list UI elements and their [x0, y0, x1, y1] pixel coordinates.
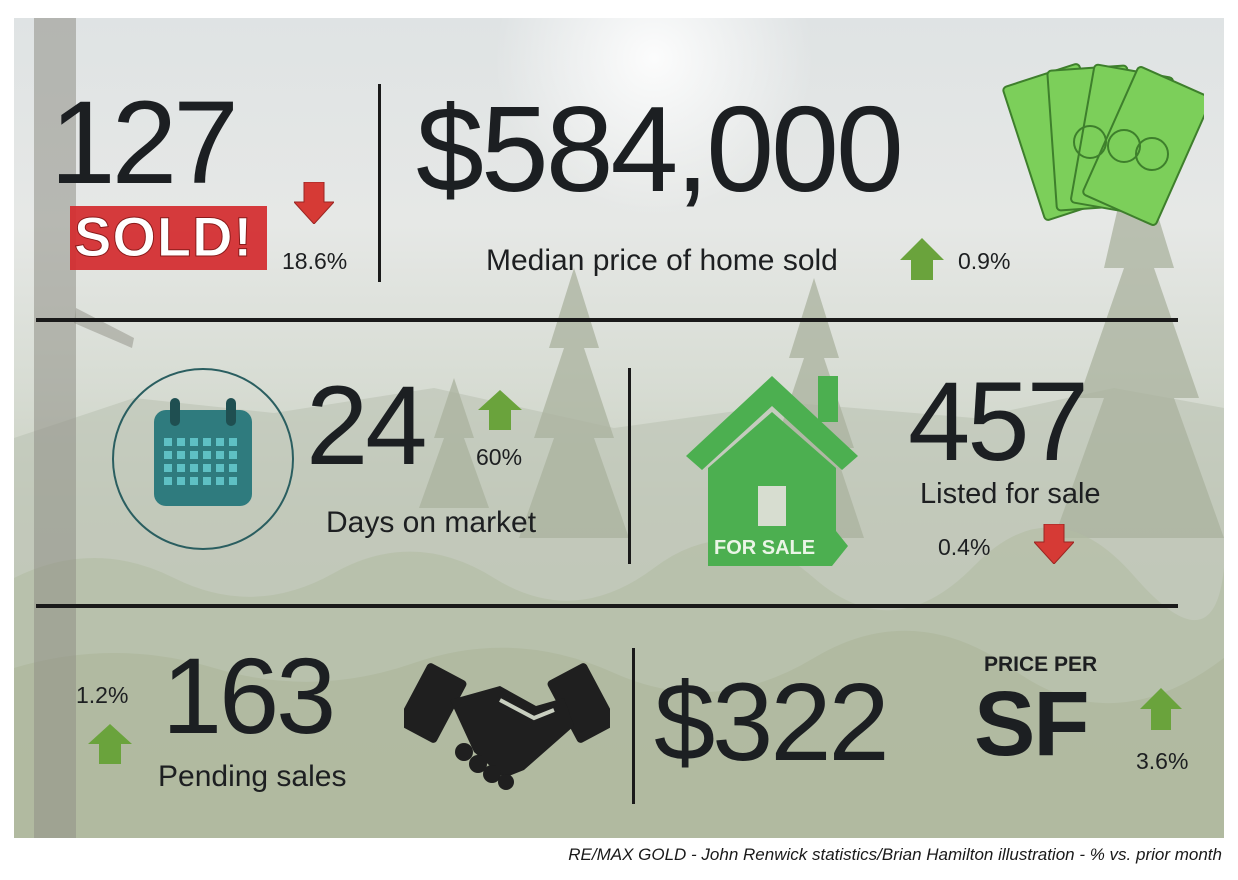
col-divider-middle — [628, 368, 631, 564]
sold-badge-label: SOLD! — [73, 205, 254, 268]
days-on-market-change: 60% — [476, 444, 523, 470]
down-arrow-icon — [294, 182, 334, 224]
price-per-sf-change: 3.6% — [1136, 748, 1189, 774]
price-per-sf-value: $322 — [654, 661, 890, 784]
median-price-change: 0.9% — [958, 248, 1011, 274]
row-divider-2 — [36, 604, 1178, 608]
pending-change: 1.2% — [76, 682, 129, 708]
listed-label: Listed for sale — [920, 478, 1101, 510]
sold-badge — [70, 206, 267, 270]
days-on-market-value: 24 — [306, 363, 428, 488]
sf-label: SF — [974, 673, 1090, 775]
listed-value: 457 — [908, 359, 1089, 484]
listed-change: 0.4% — [938, 534, 991, 560]
up-arrow-icon — [1140, 688, 1182, 730]
handshake-icon — [404, 663, 610, 790]
price-per-label: PRICE PER — [984, 653, 1098, 676]
down-arrow-icon — [1034, 524, 1074, 564]
median-price-value: $584,000 — [416, 81, 904, 217]
house-for-sale-icon: FOR SALE — [686, 376, 858, 566]
up-arrow-icon — [88, 724, 132, 764]
infographic-panel: 127 SOLD! 18.6% $584,000 Median price of… — [14, 18, 1224, 838]
col-divider-bottom — [632, 648, 635, 804]
row-divider-1 — [36, 318, 1178, 322]
col-divider-top — [378, 84, 381, 282]
sold-change: 18.6% — [282, 248, 348, 274]
sold-count: 127 — [50, 77, 239, 209]
up-arrow-icon — [900, 238, 944, 280]
days-on-market-label: Days on market — [326, 506, 537, 539]
money-stack-icon — [1002, 63, 1204, 226]
calendar-icon — [112, 368, 294, 550]
up-arrow-icon — [478, 390, 522, 430]
pending-value: 163 — [162, 635, 336, 756]
pending-label: Pending sales — [158, 760, 347, 793]
for-sale-sign-text: FOR SALE — [714, 537, 815, 559]
median-price-label: Median price of home sold — [486, 244, 838, 277]
forest-background — [14, 18, 1224, 838]
credit-line: RE/MAX GOLD - John Renwick statistics/Br… — [568, 845, 1222, 864]
